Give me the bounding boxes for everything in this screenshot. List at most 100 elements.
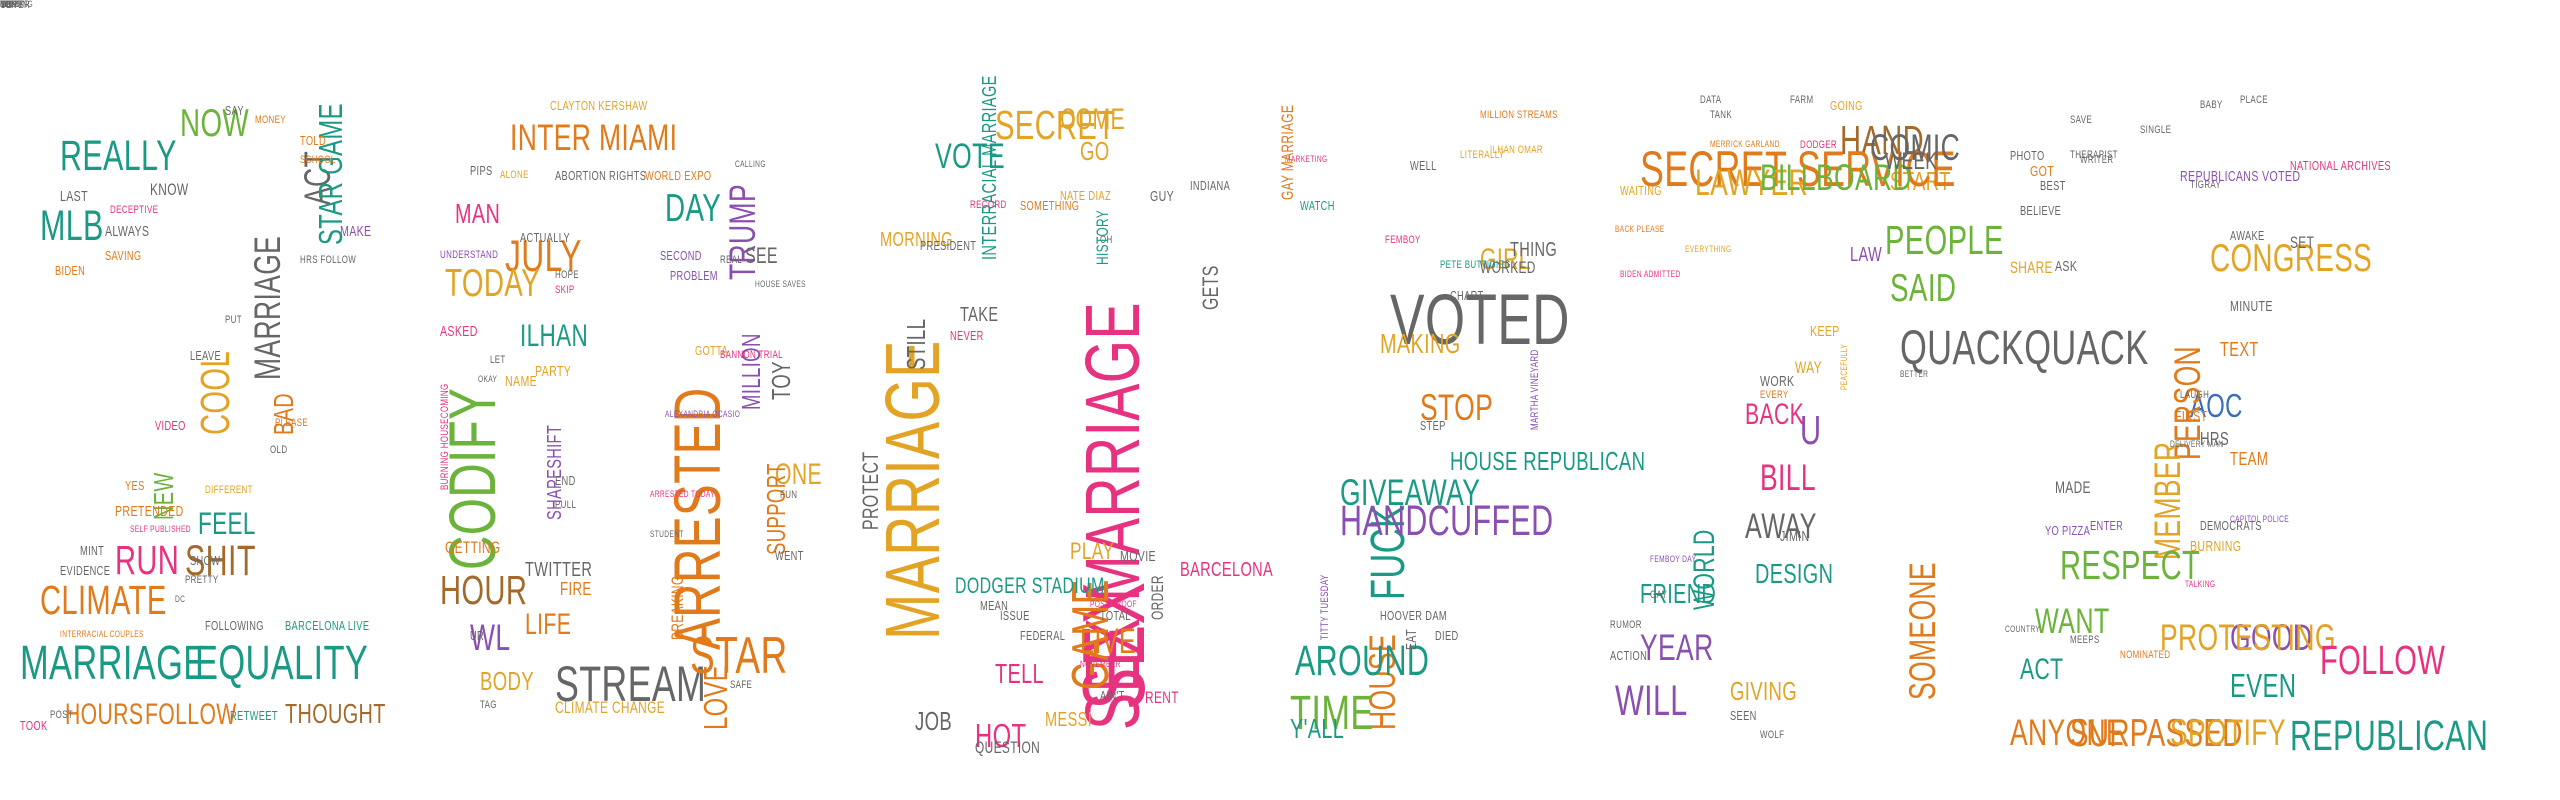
word-billboard: BILLBOARD <box>1760 157 1912 198</box>
word-dodger-stadium: DODGER STADIUM <box>955 573 1105 598</box>
word-morning: MORNING <box>880 229 953 251</box>
word-now: NOW <box>180 102 250 145</box>
word-anyone: ANYONE <box>2010 712 2125 753</box>
word-federal: FEDERAL <box>1020 628 1066 643</box>
word-save: SAVE <box>2070 114 2093 126</box>
word-school: SCHOOL <box>300 154 336 166</box>
word-around: AROUND <box>1295 637 1430 684</box>
word-problem: PROBLEM <box>670 268 718 283</box>
word-post: POST <box>50 709 74 721</box>
word-farm: FARM <box>1790 94 1814 106</box>
word-surpassed: SURPASSED <box>2070 712 2243 755</box>
word-million: MILLION <box>738 333 766 410</box>
word-understand: UNDERSTAND <box>440 249 499 261</box>
word-guy: GUY <box>1150 189 1175 205</box>
word-better: BETTER <box>1900 369 1929 379</box>
word-gets: GETS <box>1198 265 1223 310</box>
word-play: PLAY <box>1070 538 1115 565</box>
word-thing: THING <box>1510 239 1558 261</box>
word-biden-admitted: BIDEN ADMITTED <box>1620 269 1681 279</box>
word-thought: THOUGHT <box>285 698 386 729</box>
word-pips: PIPS <box>470 163 493 178</box>
word-gay: GAY <box>1650 589 1668 601</box>
word-always: ALWAYS <box>105 224 150 240</box>
word-congress: CONGRESS <box>2210 237 2373 280</box>
word-stream: STREAM <box>555 656 707 712</box>
word-hot: HOT <box>975 718 1027 755</box>
word-barcelona: BARCELONA <box>1180 559 1274 581</box>
word-ain-t: AIN'T <box>1100 688 1125 703</box>
word-house-republican: HOUSE REPUBLICAN <box>1450 448 1646 476</box>
word-day: DAY <box>665 187 722 230</box>
word-climate: CLIMATE <box>40 577 167 623</box>
word-mlb: MLB <box>40 202 104 249</box>
word-ilhan: ILHAN <box>520 318 589 353</box>
word-job: JOB <box>915 708 953 736</box>
word-world-expo: WORLD EXPO <box>645 168 712 183</box>
word-action: ACTION <box>1610 648 1648 663</box>
word-total: TOTAL <box>1100 608 1131 623</box>
word-start: START <box>1890 168 1951 196</box>
word-president: PRESIDENT <box>920 238 977 253</box>
word-voted: VOTED <box>1390 280 1570 360</box>
word-fire: FIRE <box>560 578 592 599</box>
word-deceptive: DECEPTIVE <box>110 204 159 216</box>
word-handcuffed: HANDCUFFED <box>1340 497 1554 544</box>
word-ask: ASK <box>2055 259 2078 275</box>
word-respect: RESPECT <box>2060 542 2201 588</box>
word-marriage: MARRIAGE <box>20 637 207 690</box>
word-back-please: BACK PLEASE <box>1615 224 1665 234</box>
word-dodger: DODGER <box>1800 139 1838 151</box>
word-year: YEAR <box>1640 627 1714 668</box>
word-laugh: LAUGH <box>2180 389 2210 401</box>
word-abortion-rights: ABORTION RIGHTS <box>555 168 647 183</box>
word-fun: FUN <box>780 489 798 501</box>
word-leave: LEAVE <box>190 348 222 363</box>
word-actually: ACTUALLY <box>520 230 571 245</box>
word-pretended: PRETENDED <box>115 504 184 520</box>
word-let: LET <box>490 354 506 366</box>
word-post-proof: POST PROOF <box>1090 599 1137 609</box>
word-back: BACK <box>1745 398 1805 431</box>
word-seen: SEEN <box>1730 708 1757 723</box>
word-alone: ALONE <box>500 169 529 181</box>
word-shit: SHIT <box>185 537 256 584</box>
word-man: MAN <box>455 198 501 229</box>
word-everything: EVERYTHING <box>1685 244 1732 254</box>
word-okay: OKAY <box>478 374 498 384</box>
word-gotta: GOTTA <box>695 343 729 358</box>
word-nate-diaz: NATE DIAZ <box>1060 188 1111 203</box>
word-work: WORK <box>1760 374 1795 390</box>
word-getting: GETTING <box>445 538 501 557</box>
word-marriage: MARRIAGE <box>247 235 288 380</box>
word-baby: BABY <box>2200 99 2223 111</box>
word-old: OLD <box>270 444 288 456</box>
word-support: SUPPORT <box>763 463 791 555</box>
word-following: FOLLOWING <box>205 618 264 633</box>
word-meeps: MEEPS <box>2070 634 2100 646</box>
word-saving: SAVING <box>105 248 142 263</box>
word-best: BEST <box>2040 178 2066 193</box>
word-say: SAY <box>225 103 244 118</box>
word-dc: DC <box>175 594 186 604</box>
word-data: DATA <box>1700 94 1722 106</box>
word-titty-tuesday: TITTY TUESDAY <box>1319 574 1331 640</box>
word-pretty: PRETTY <box>185 574 219 586</box>
word-really: REALLY <box>60 132 177 179</box>
word-delivery-man: DELIVERY MAN <box>2170 439 2224 449</box>
word-alexandria-ocasio: ALEXANDRIA OCASIO <box>665 409 741 419</box>
word-country: COUNTRY <box>2005 624 2041 634</box>
word-put: PUT <box>225 314 242 326</box>
word-nothing: NOTHING <box>0 0 34 9</box>
word-tag: TAG <box>480 699 497 711</box>
word-first: FIRST <box>2175 409 2208 425</box>
word-oh: OH <box>1100 234 1113 246</box>
word-took: TOOK <box>20 718 48 733</box>
word-equality: EQUALITY <box>195 637 369 690</box>
word-set: SET <box>2290 233 2315 252</box>
word-still: STILL <box>903 318 931 370</box>
word-order: ORDER <box>1148 575 1167 620</box>
word-burning-housecoming: BURNING HOUSECOMING <box>439 383 451 490</box>
word-going: GOING <box>1830 98 1863 113</box>
word-secret-service: SECRET SERVICE <box>1640 141 1956 197</box>
